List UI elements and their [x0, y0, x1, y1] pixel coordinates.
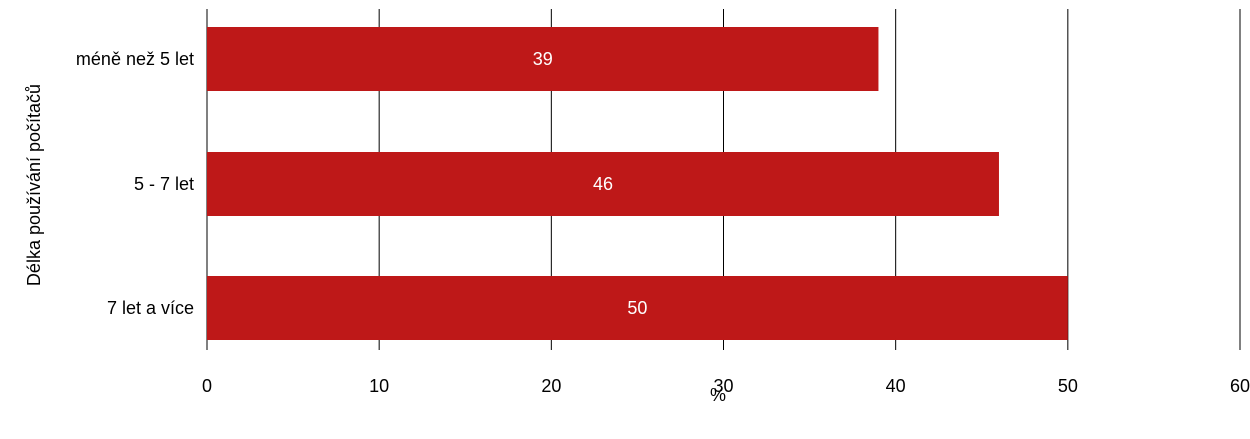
y-tick-label: méně než 5 let	[76, 49, 194, 69]
x-tick-label: 60	[1230, 376, 1250, 396]
x-tick-label: 50	[1058, 376, 1078, 396]
y-tick-label: 7 let a více	[107, 298, 194, 318]
bar	[207, 276, 1068, 340]
data-labels: 39 46 50	[533, 49, 648, 318]
x-tick-label: 0	[202, 376, 212, 396]
data-label: 39	[533, 49, 553, 69]
bar	[207, 27, 879, 91]
x-tick-label: 20	[541, 376, 561, 396]
x-tick-label: 10	[369, 376, 389, 396]
bar	[207, 152, 999, 216]
x-tick-label: 30	[713, 376, 733, 396]
bars	[207, 27, 1068, 340]
x-axis-title: %	[710, 385, 726, 405]
axes: 0 10 20 30 40 50 60 méně než 5 let 5 - 7 let 7 le…	[76, 49, 1250, 396]
x-tick-label: 40	[886, 376, 906, 396]
y-axis-title: Délka používání počítačů	[24, 84, 44, 286]
y-tick-label: 5 - 7 let	[134, 174, 194, 194]
data-label: 46	[593, 174, 613, 194]
data-label: 50	[627, 298, 647, 318]
